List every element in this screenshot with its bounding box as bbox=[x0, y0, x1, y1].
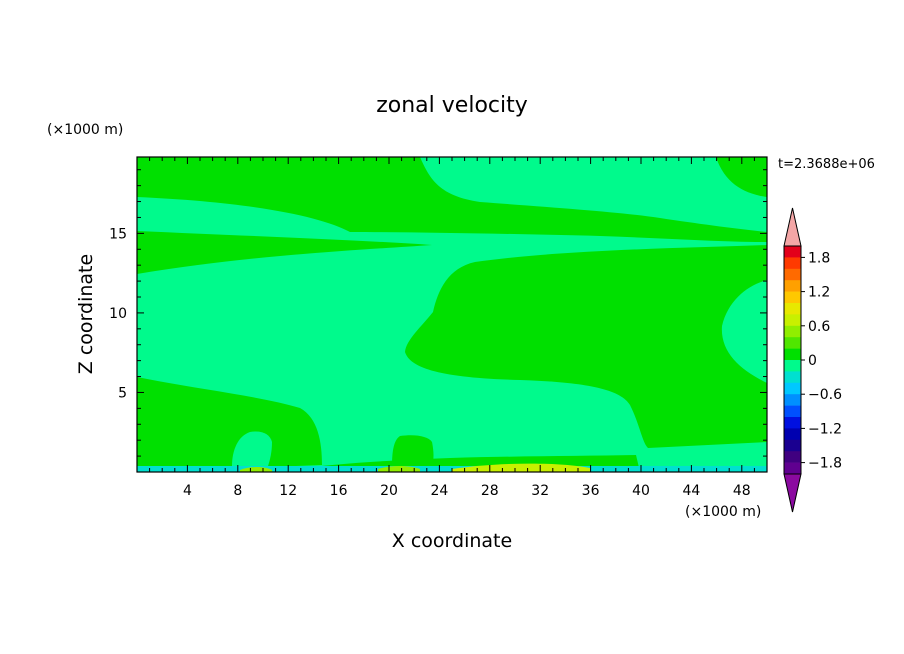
colorbar-segment bbox=[784, 348, 801, 361]
colorbar-over-triangle bbox=[783, 207, 802, 247]
colorbar-segment bbox=[784, 360, 801, 372]
colorbar-label: 1.8 bbox=[808, 250, 830, 266]
x-tick-label: 8 bbox=[233, 483, 242, 499]
x-tick-label: 36 bbox=[582, 483, 600, 499]
colorbar-segment bbox=[784, 325, 801, 338]
colorbar-label: 0 bbox=[808, 353, 817, 369]
region-positive-corner bbox=[716, 157, 767, 197]
y-tick-label: 10 bbox=[109, 306, 127, 322]
colorbar-label: 0.6 bbox=[808, 319, 830, 335]
region-positive-wedge bbox=[137, 231, 432, 274]
chart-title: zonal velocity bbox=[376, 93, 528, 118]
x-tick-label: 16 bbox=[330, 483, 348, 499]
x-axis-label: X coordinate bbox=[392, 530, 512, 552]
region-positive-top bbox=[137, 157, 767, 242]
colorbar-label: −0.6 bbox=[808, 387, 842, 403]
y-axis-ticks: 5 10 15 bbox=[109, 169, 767, 457]
y-axis-label: Z coordinate bbox=[75, 254, 97, 374]
x-tick-label: 48 bbox=[733, 483, 751, 499]
y-tick-label: 5 bbox=[118, 385, 127, 401]
x-tick-label: 12 bbox=[279, 483, 297, 499]
colorbar: 1.8 1.2 0.6 0 −0.6 −1.2 −1.8 bbox=[783, 207, 842, 513]
colorbar-segment bbox=[784, 382, 801, 395]
x-tick-label: 20 bbox=[380, 483, 398, 499]
colorbar-label: 1.2 bbox=[808, 285, 830, 301]
region-highlight-1 bbox=[452, 463, 590, 472]
region-positive-bottom bbox=[137, 377, 322, 472]
region-positive-middle bbox=[405, 245, 767, 448]
colorbar-label: −1.2 bbox=[808, 421, 842, 437]
colorbar-segment bbox=[784, 439, 801, 452]
colorbar-segment bbox=[784, 462, 801, 475]
colorbar-segment bbox=[784, 394, 801, 406]
y-tick-label: 15 bbox=[109, 226, 127, 242]
colorbar-segment bbox=[784, 428, 801, 441]
colorbar-segment bbox=[784, 246, 801, 258]
colorbar-segment bbox=[784, 314, 801, 327]
colorbar-label: −1.8 bbox=[808, 456, 842, 472]
colorbar-segment bbox=[784, 417, 801, 429]
x-axis-ticks: 4 8 12 16 20 24 28 32 36 40 44 48 bbox=[149, 157, 755, 499]
region-highlight-2 bbox=[240, 467, 272, 472]
colorbar-under-triangle bbox=[783, 473, 802, 513]
time-label: t=2.3688e+06 bbox=[778, 157, 875, 172]
colorbar-segment bbox=[784, 268, 801, 281]
region-bump-right bbox=[392, 435, 434, 466]
x-tick-label: 24 bbox=[430, 483, 448, 499]
colorbar-segment bbox=[784, 337, 801, 349]
contour-field bbox=[137, 157, 767, 472]
colorbar-segment bbox=[784, 405, 801, 418]
y-unit-label: (×1000 m) bbox=[47, 122, 123, 138]
x-tick-label: 32 bbox=[531, 483, 549, 499]
colorbar-segment bbox=[784, 280, 801, 292]
x-tick-label: 28 bbox=[481, 483, 499, 499]
colorbar-segment bbox=[784, 371, 801, 384]
colorbar-segment bbox=[784, 257, 801, 270]
x-tick-label: 40 bbox=[632, 483, 650, 499]
colorbar-segment bbox=[784, 451, 801, 463]
x-tick-label: 4 bbox=[183, 483, 192, 499]
x-unit-label: (×1000 m) bbox=[685, 504, 761, 520]
colorbar-segment bbox=[784, 291, 801, 304]
region-bump-left bbox=[232, 431, 272, 466]
x-tick-label: 44 bbox=[682, 483, 700, 499]
colorbar-segment bbox=[784, 303, 801, 315]
